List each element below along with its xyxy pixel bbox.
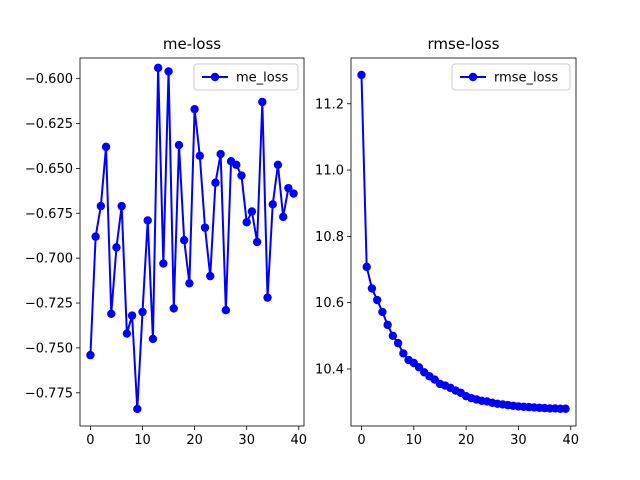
data-point	[247, 207, 257, 216]
chart-panel-1: me-loss 0 10 20 30 40 −0.600 −0.625 −0.650 −0.675…	[25, 35, 307, 448]
legend: rmse_loss	[451, 63, 571, 91]
data-point	[206, 271, 215, 281]
data-point	[268, 200, 277, 209]
data-point	[101, 142, 111, 152]
y-tick-label: 10.8	[315, 230, 344, 245]
data-point	[112, 243, 121, 252]
y-tick-label: −0.750	[25, 341, 73, 356]
data-point	[96, 201, 106, 211]
data-point	[258, 97, 267, 107]
data-point	[216, 149, 225, 159]
data-point	[122, 329, 132, 338]
y-tick-label: 10.4	[315, 362, 344, 377]
x-tick-label: 10	[134, 433, 151, 448]
data-point	[278, 212, 288, 222]
data-point	[117, 201, 126, 211]
y-tick-label: 10.6	[315, 296, 344, 311]
data-point	[138, 307, 147, 317]
data-point	[362, 262, 371, 272]
x-tick-label: 40	[291, 433, 308, 448]
x-tick-label: 20	[186, 433, 203, 448]
data-point	[185, 279, 194, 288]
legend-label: rmse_loss	[494, 71, 558, 86]
y-tick-label: 11.2	[315, 97, 344, 112]
data-point	[289, 189, 298, 198]
data-point	[357, 70, 366, 80]
x-tick-label: 0	[86, 433, 94, 448]
chart-panel-2: rmse-loss 0 10 20 30 40 10.4 10.6 10.8 11.0 11.2 rm…	[315, 35, 579, 448]
axes-frame	[79, 57, 305, 427]
y-tick-label: 11.0	[315, 164, 344, 179]
data-point	[399, 349, 408, 358]
data-point	[153, 63, 163, 73]
data-point	[148, 334, 158, 344]
x-tick-label: 0	[357, 433, 365, 448]
data-point	[237, 171, 246, 180]
x-tick-label: 10	[406, 433, 423, 448]
data-point	[383, 320, 392, 330]
data-point	[414, 363, 424, 372]
y-tick-label: −0.625	[25, 117, 73, 132]
data-point	[200, 223, 210, 232]
axes-frame	[350, 57, 577, 427]
data-point	[273, 160, 283, 170]
y-tick-label: −0.700	[25, 252, 73, 267]
data-point	[164, 67, 173, 76]
y-tick-label: −0.600	[25, 72, 73, 87]
data-point	[169, 304, 178, 313]
data-point	[388, 331, 398, 341]
data-point	[252, 237, 262, 247]
data-point	[367, 284, 377, 293]
y-tick-label: −0.775	[25, 386, 73, 401]
data-point	[159, 259, 168, 268]
y-tick-label: −0.725	[25, 297, 73, 312]
x-tick-label: 30	[238, 433, 255, 448]
data-point	[211, 178, 220, 187]
data-point	[195, 151, 205, 161]
data-point	[190, 104, 199, 114]
data-point	[91, 232, 100, 241]
legend-label: me_loss	[236, 71, 289, 86]
data-point	[378, 307, 387, 317]
legend-box	[451, 63, 571, 91]
data-point	[86, 350, 95, 360]
legend-marker-swatch	[468, 72, 478, 82]
y-tick-label: −0.650	[25, 162, 73, 177]
data-point	[143, 216, 152, 225]
legend: me_loss	[193, 63, 299, 91]
x-tick-label: 40	[562, 433, 579, 448]
chart-title: rmse-loss	[428, 35, 500, 53]
legend-box	[193, 63, 299, 91]
data-point	[393, 338, 403, 348]
data-point	[284, 183, 293, 193]
data-point	[372, 295, 382, 305]
series-line	[89, 66, 295, 410]
y-tick-label: −0.675	[25, 207, 73, 222]
data-point	[232, 160, 241, 170]
data-point	[179, 236, 189, 245]
data-point	[221, 306, 231, 315]
data-point	[263, 293, 272, 302]
data-point	[133, 404, 142, 414]
data-point	[107, 309, 116, 319]
chart-title: me-loss	[163, 35, 221, 53]
x-tick-label: 30	[510, 433, 527, 448]
data-point	[561, 404, 570, 413]
legend-marker-swatch	[210, 72, 220, 82]
data-point	[127, 311, 137, 320]
data-point	[174, 140, 184, 150]
x-tick-label: 20	[458, 433, 475, 448]
data-point	[242, 218, 251, 227]
series-line	[360, 74, 566, 410]
